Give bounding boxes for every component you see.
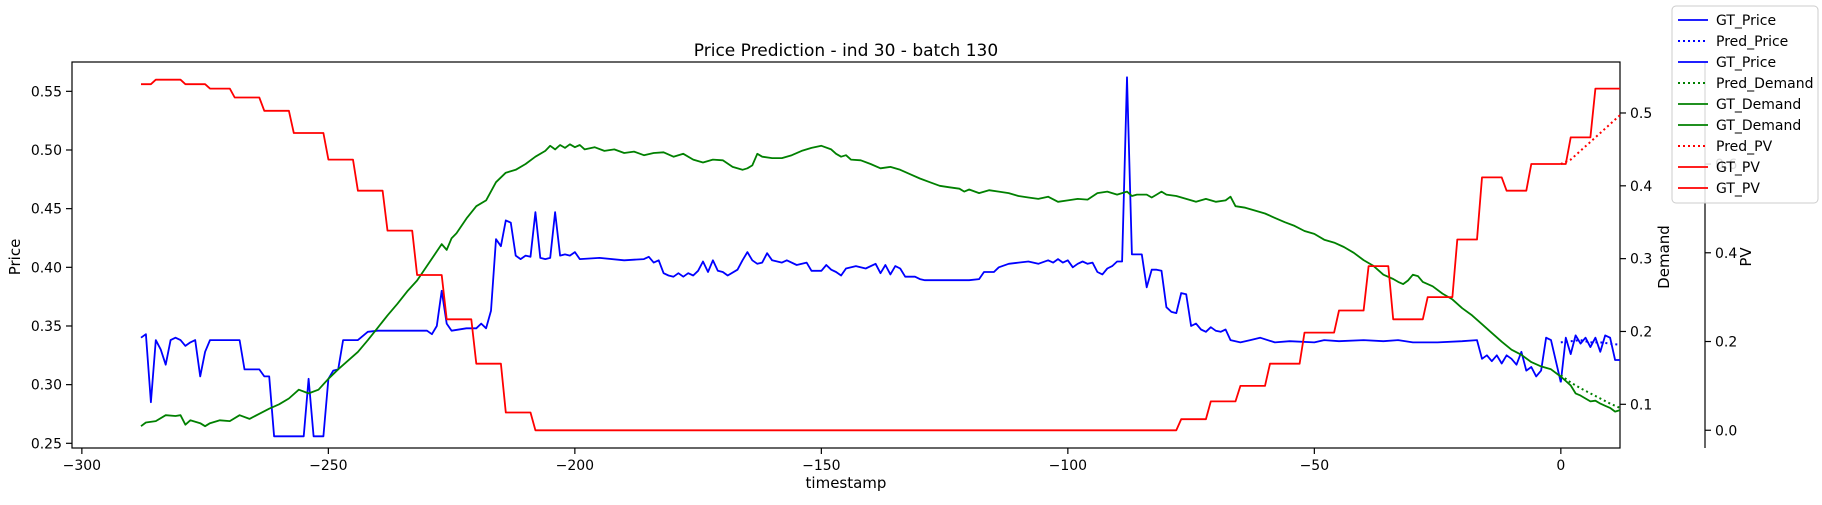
plot-frame	[71, 61, 1621, 449]
pv-tick-label: 0.0	[1715, 423, 1737, 439]
price-tick-label: 0.40	[31, 260, 62, 276]
price-tick-label: 0.35	[31, 319, 62, 335]
x-tick-label: −300	[63, 458, 101, 474]
demand-tick-label: 0.3	[1630, 252, 1652, 268]
price-tick-label: 0.25	[31, 436, 62, 452]
legend-label: GT_PV	[1716, 181, 1760, 197]
chart-title: Price Prediction - ind 30 - batch 130	[694, 41, 998, 61]
demand-axis-label: Demand	[1655, 225, 1673, 289]
legend-label: GT_Price	[1716, 13, 1776, 29]
series-line-pred-demand	[1560, 374, 1621, 409]
price-tick-label: 0.30	[31, 378, 62, 394]
pv-tick-label: 0.2	[1715, 335, 1737, 351]
price-tick-label: 0.55	[31, 84, 62, 100]
series-line-gt-price	[1559, 334, 1620, 383]
legend: GT_Price Pred_Price GT_Price Pred_Demand GT_…	[1671, 5, 1819, 204]
series-line-gt-price	[140, 76, 1562, 438]
legend-label: Pred_PV	[1716, 139, 1773, 155]
price-axis-label: Price	[6, 239, 24, 276]
demand-tick-label: 0.4	[1630, 179, 1652, 195]
axes-layer: −300 −250 −200 −150 −100 −50 00.250.300.350.40…	[31, 62, 1737, 474]
price-tick-label: 0.50	[31, 143, 62, 159]
series-line-gt-demand	[140, 143, 1562, 428]
legend-label: Pred_Price	[1716, 34, 1788, 50]
series-line-pred-pv	[1560, 114, 1621, 165]
price-tick-label: 0.45	[31, 202, 62, 218]
demand-tick-label: 0.1	[1630, 397, 1652, 413]
x-tick-label: −100	[1049, 458, 1087, 474]
series-layer	[140, 76, 1621, 438]
series-line-gt-demand	[1560, 375, 1621, 413]
x-tick-label: −50	[1300, 458, 1330, 474]
series-line-gt-pv	[141, 78, 1561, 432]
pv-axis-label: PV	[1737, 247, 1755, 267]
demand-tick-label: 0.5	[1630, 106, 1652, 122]
x-tick-label: −150	[802, 458, 840, 474]
legend-label: GT_Demand	[1716, 97, 1801, 113]
legend-label: GT_PV	[1716, 160, 1760, 176]
pv-tick-label: 0.4	[1715, 246, 1737, 262]
x-tick-label: 0	[1556, 458, 1565, 474]
plot-border	[71, 61, 1621, 449]
demand-tick-label: 0.2	[1630, 324, 1652, 340]
series-line-gt-pv	[1560, 87, 1620, 165]
legend-box	[1671, 5, 1819, 204]
legend-label: GT_Price	[1716, 55, 1776, 71]
x-tick-label: −200	[556, 458, 594, 474]
legend-label: Pred_Demand	[1716, 76, 1814, 92]
x-axis-label: timestamp	[806, 474, 887, 492]
legend-label: GT_Demand	[1716, 118, 1801, 134]
x-tick-label: −250	[309, 458, 347, 474]
